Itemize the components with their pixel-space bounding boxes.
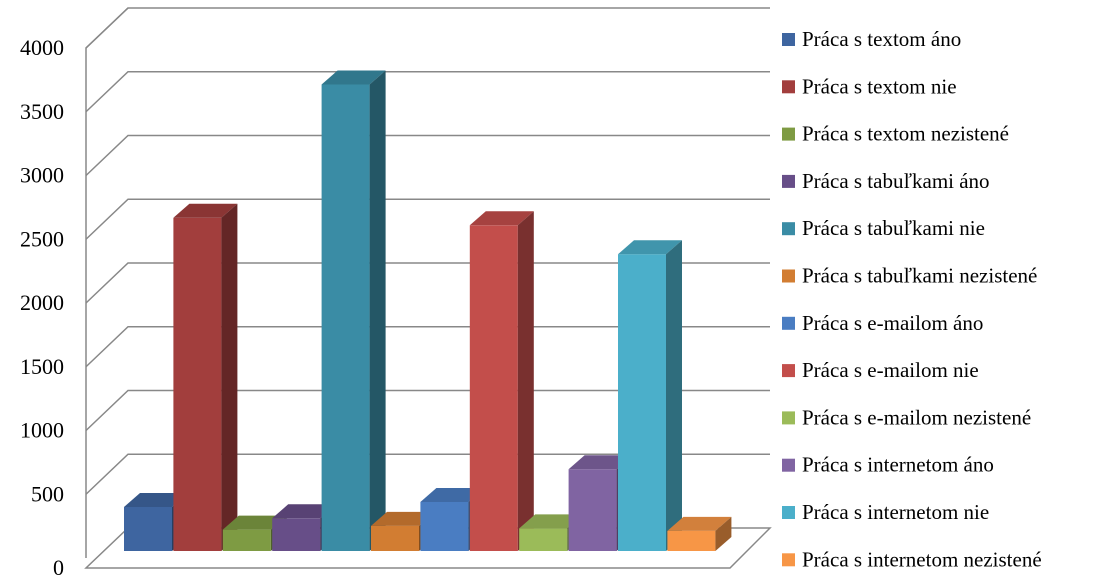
bar-front [222,529,271,551]
bar-top [618,240,682,255]
bar-top [667,516,732,531]
bar-side [221,203,238,551]
bar-top [321,70,386,85]
y-tick-label: 3000 [20,163,64,188]
legend-swatch [782,506,795,519]
legend-swatch [782,33,795,46]
legend-label: Práca s e-mailom nezistené [802,405,1031,429]
y-tick-label: 0 [53,555,64,577]
bar-front [568,469,617,551]
bar-side [715,516,732,551]
gridline [85,71,770,113]
legend-item: Práca s e-mailom áno [782,311,983,335]
bar-top [222,515,287,530]
bar-top [568,455,633,470]
legend-swatch [782,174,795,188]
gridline [85,326,770,368]
legend-swatch [782,269,795,283]
bar-top [124,492,188,507]
legend-item: Práca s textom nezistené [782,122,1009,146]
legend-swatch [782,411,795,425]
y-tick-label: 1000 [20,418,64,443]
bar-front [420,501,469,551]
bar-top [272,504,337,519]
legend-swatch [782,364,795,378]
legend-swatch [782,222,795,236]
legend-item: Práca s tabuľkami nie [782,216,985,240]
legend-label: Práca s internetom nezistené [802,547,1042,571]
legend-label: Práca s internetom nie [802,500,989,524]
legend-label: Práca s e-mailom áno [802,311,983,335]
gridline [85,389,770,432]
bar-front [371,525,419,551]
bar-side [517,211,534,551]
legend-item: Práca s e-mailom nie [782,358,979,382]
legend-swatch [782,553,795,567]
bar-top [371,511,435,526]
bar-top [469,211,534,226]
gridline [85,7,770,49]
bar-side [666,240,682,552]
bar-front [124,506,172,551]
bar [618,240,682,552]
bar [469,211,534,551]
legend-item: Práca s textom áno [782,27,961,51]
bar-front [173,217,222,551]
y-tick-label: 4000 [20,35,64,60]
bar [667,516,732,551]
y-tick-label: 3500 [20,99,64,124]
legend-swatch [782,80,795,94]
bar-side [369,70,386,551]
gridline [85,453,770,495]
bar-top [420,487,485,502]
legend-item: Práca s tabuľkami áno [782,169,990,193]
legend-label: Práca s textom áno [802,27,961,51]
gridline [85,262,770,304]
legend-label: Práca s e-mailom nie [802,358,979,382]
legend: Práca s textom áno Práca s textom nie Prác… [782,27,1042,571]
legend-item: Práca s internetom nezistené [782,547,1042,571]
bar-top [519,514,584,529]
legend-item: Práca s internetom áno [782,453,994,477]
legend-item: Práca s textom nie [782,74,957,98]
gridlines [85,7,770,495]
bar-front [469,225,518,551]
legend-swatch [782,127,795,141]
legend-label: Práca s textom nezistené [802,122,1009,146]
legend-label: Práca s textom nie [802,74,957,98]
legend-label: Práca s internetom áno [802,453,994,477]
floor [84,527,772,569]
legend-label: Práca s tabuľkami nezistené [802,264,1037,288]
legend-swatch [782,458,795,472]
gridline [85,198,770,240]
bar-front [321,84,370,551]
legend-item: Práca s e-mailom nezistené [782,405,1031,429]
y-tick-label: 500 [31,481,64,506]
bar-front [667,530,716,551]
legend-swatch [782,316,795,330]
y-tick-label: 2500 [20,226,64,251]
legend-label: Práca s tabuľkami áno [802,169,990,193]
bar [173,203,238,551]
bar-front [519,528,568,551]
y-axis-ticks: 0 500 1000 1500 2000 2500 3000 3500 4000 [20,35,64,577]
bars [124,70,732,552]
legend-label: Práca s tabuľkami nie [802,216,985,240]
y-tick-label: 1500 [20,354,64,379]
bar [321,70,386,551]
bar-front [272,518,321,551]
legend-item: Práca s internetom nie [782,500,989,524]
legend-item: Práca s tabuľkami nezistené [782,264,1037,288]
gridline [85,134,770,177]
y-tick-label: 2000 [20,290,64,315]
bar-front [618,254,666,552]
bar-top [173,203,238,218]
bar [371,511,435,551]
